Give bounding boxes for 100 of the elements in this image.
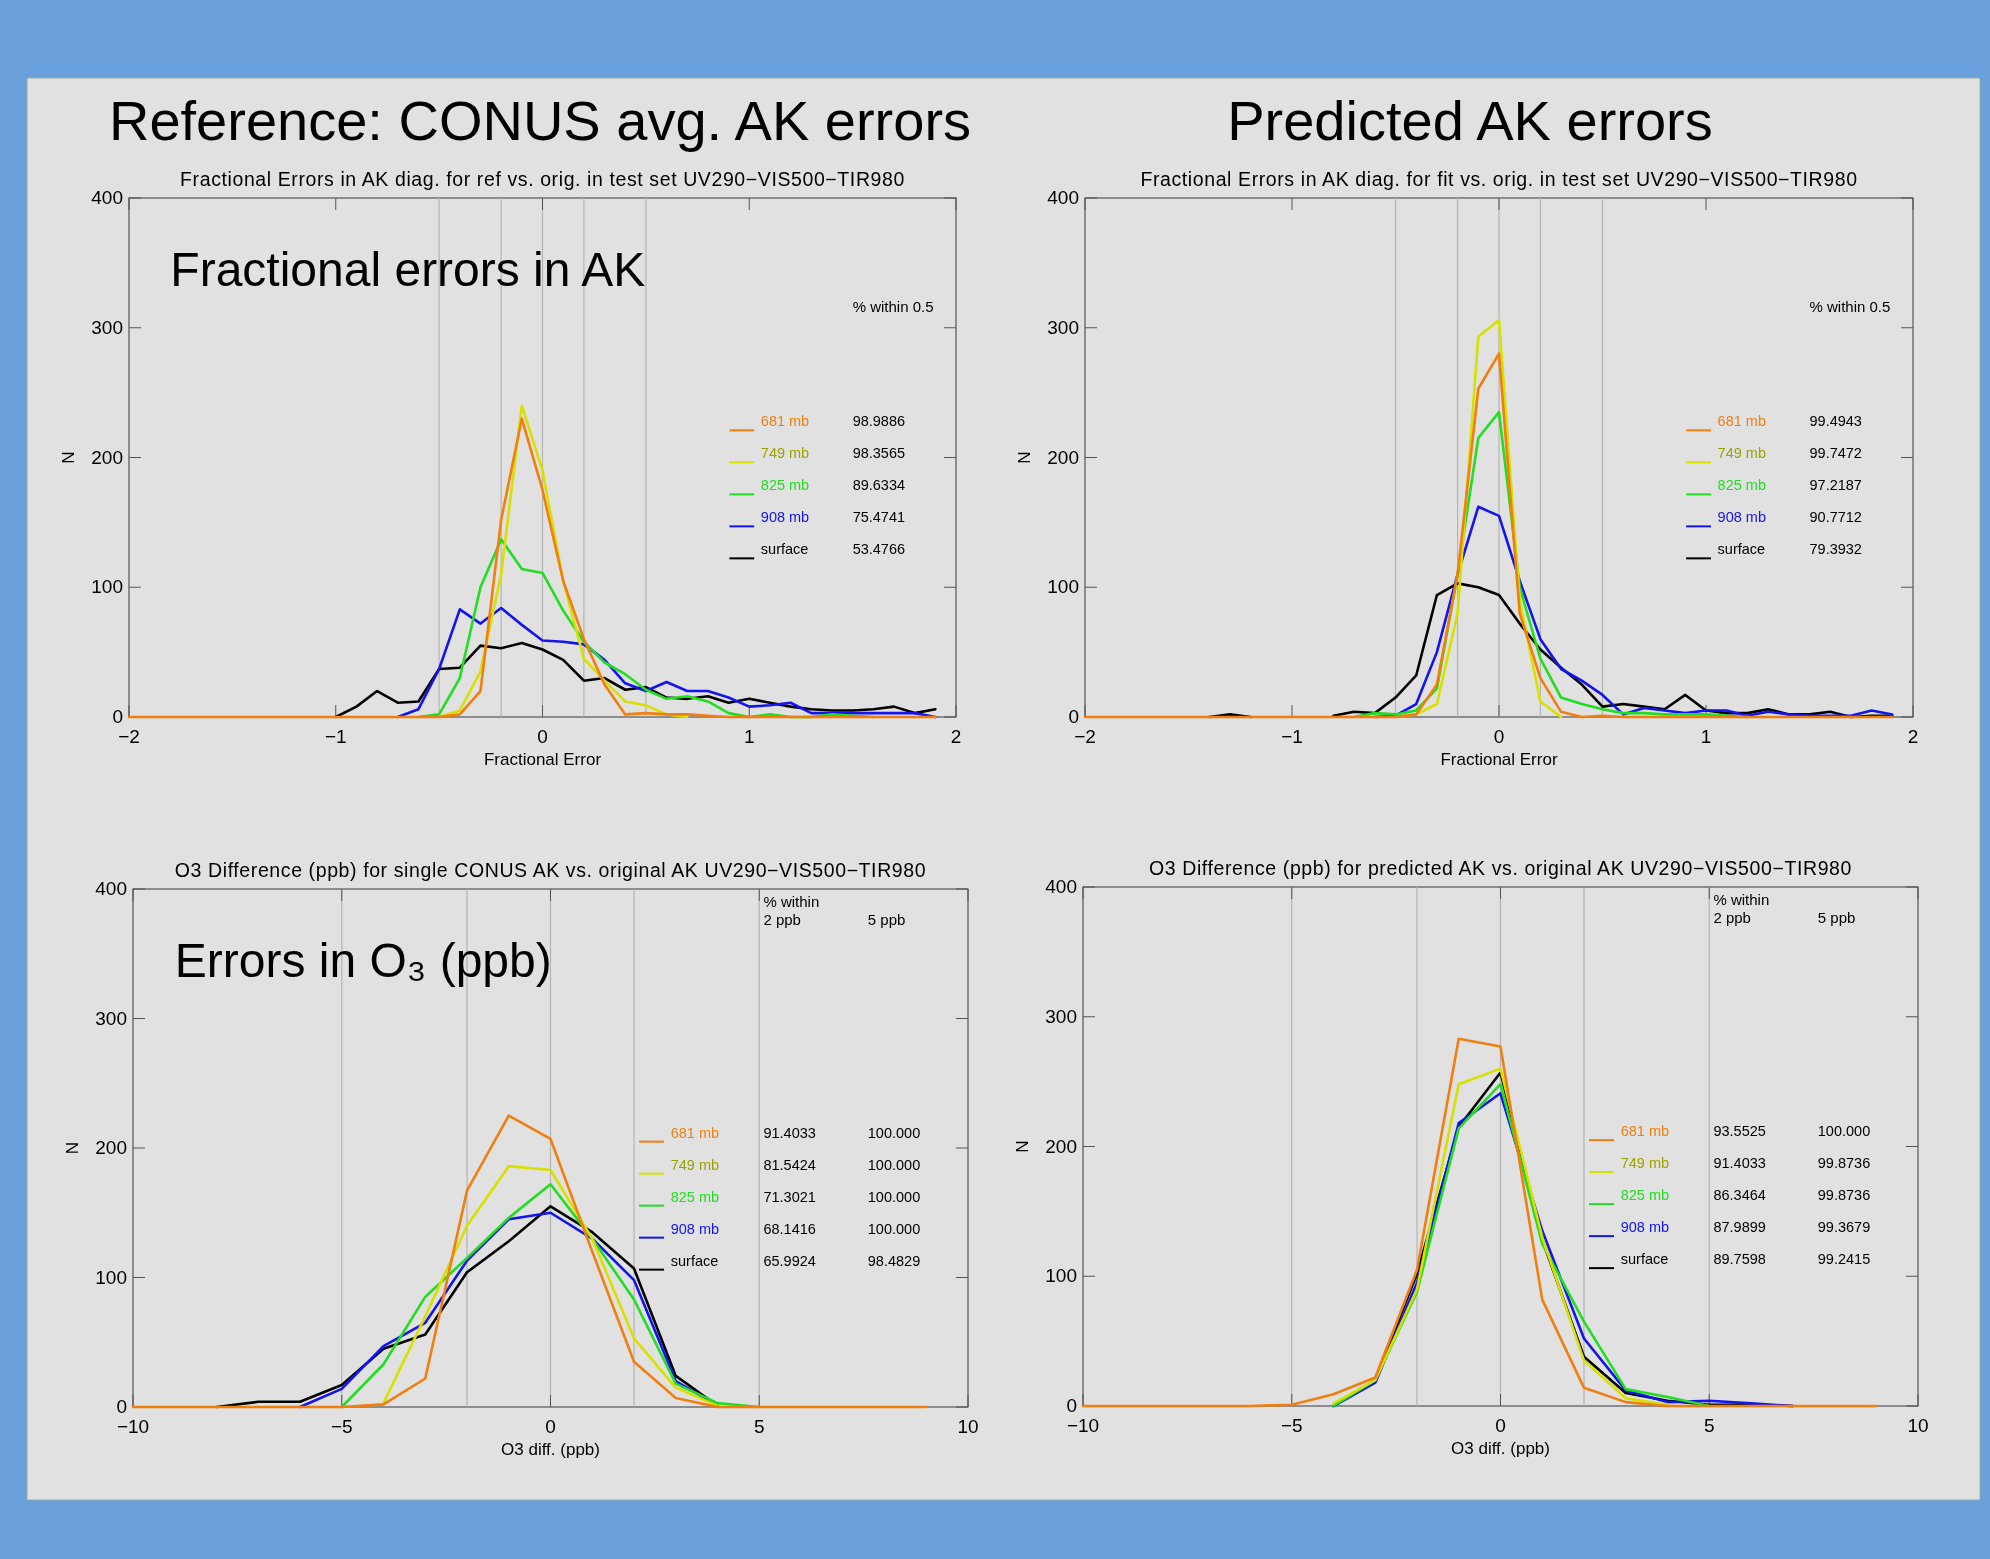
line-series	[127, 417, 937, 719]
x-tick-label: 0	[1495, 1415, 1506, 1436]
chart-title: Fractional Errors in AK diag. for fit vs. orig. in test set UV290−VIS500−TIR980	[1140, 168, 1858, 190]
y-axis-title: N	[1015, 451, 1034, 464]
x-tick-label: −2	[1074, 726, 1096, 747]
line-series	[131, 1114, 928, 1409]
legend-title: % within	[1713, 891, 1770, 909]
legend-label: 749 mb	[1620, 1155, 1670, 1172]
chart-title: O3 Difference (ppb) for single CONUS AK vs. original AK UV290−VIS500−TIR980	[174, 859, 927, 881]
annotation: 99.8736	[1817, 1155, 1871, 1172]
annotation: 79.3932	[1809, 541, 1862, 558]
legend-label: 681 mb	[760, 413, 810, 430]
annotation: 65.9924	[763, 1252, 816, 1269]
annotation: 99.7472	[1809, 445, 1862, 462]
legend-label: 908 mb	[1620, 1219, 1670, 1236]
legend-label: 681 mb	[1620, 1123, 1670, 1140]
annotation: 99.4943	[1809, 413, 1862, 430]
chart-title: O3 Difference (ppb) for predicted AK vs. original AK UV290−VIS500−TIR980	[1149, 857, 1852, 879]
x-tick-label: 1	[743, 726, 755, 747]
annotation: 100.000	[867, 1156, 921, 1173]
annotation: 81.5424	[763, 1156, 816, 1173]
line-series	[1083, 352, 1894, 719]
legend-label: 681 mb	[670, 1124, 720, 1141]
annotation: 90.7712	[1809, 509, 1862, 526]
y-tick-label: 300	[91, 316, 123, 338]
text: Predicted AK errors	[1227, 89, 1713, 152]
annotation: 91.4033	[1713, 1155, 1766, 1172]
annotation: 71.3021	[763, 1188, 816, 1205]
x-tick-label: 0	[1493, 726, 1505, 747]
legend-label: 908 mb	[670, 1220, 720, 1237]
annotation: 99.2415	[1817, 1251, 1871, 1268]
x-tick-label: −10	[116, 1416, 150, 1437]
x-tick-label: 0	[545, 1416, 556, 1437]
y-axis-title: N	[63, 1141, 82, 1155]
x-tick-label: −5	[330, 1416, 353, 1437]
x-tick-label: −10	[1066, 1415, 1100, 1436]
annotation: 2 ppb	[763, 911, 801, 929]
annotation: 99.8736	[1817, 1187, 1871, 1204]
y-tick-label: 100	[1045, 1265, 1077, 1287]
annotation: 5 ppb	[867, 911, 906, 929]
y-axis-title: N	[1013, 1140, 1032, 1153]
x-tick-label: 1	[1700, 726, 1712, 747]
annotation: 5 ppb	[1817, 909, 1856, 927]
legend-label: 825 mb	[670, 1188, 720, 1205]
legend-label: 908 mb	[1717, 509, 1766, 526]
x-tick-label: −2	[118, 726, 140, 747]
y-tick-label: 400	[1047, 187, 1079, 208]
annotation: 53.4766	[852, 541, 906, 558]
text: Fractional errors in AK	[170, 243, 646, 297]
text: Errors in O₃ (ppb)	[174, 934, 552, 988]
annotation: 100.000	[1817, 1123, 1871, 1140]
x-tick-label: 5	[753, 1416, 765, 1437]
legend-title: % within	[763, 893, 820, 911]
annotation: 87.9899	[1713, 1219, 1766, 1236]
x-tick-label: 10	[1907, 1415, 1929, 1436]
y-tick-label: 400	[91, 187, 123, 208]
y-tick-label: 200	[95, 1137, 127, 1158]
legend-label: surface	[760, 541, 809, 558]
y-tick-label: 0	[112, 706, 123, 727]
x-tick-label: −1	[1281, 726, 1303, 747]
annotation: 93.5525	[1713, 1123, 1766, 1140]
x-tick-label: −5	[1280, 1415, 1303, 1436]
legend-label: 825 mb	[1620, 1187, 1670, 1204]
legend-title: % within 0.5	[1809, 298, 1891, 316]
annotation: 75.4741	[852, 509, 906, 526]
legend-label: 749 mb	[760, 445, 810, 462]
x-tick-label: 10	[957, 1416, 979, 1437]
legend-label: surface	[670, 1252, 719, 1269]
annotation: 89.7598	[1713, 1251, 1766, 1268]
y-tick-label: 200	[91, 446, 123, 468]
y-tick-label: 400	[1045, 876, 1077, 897]
annotation: 99.3679	[1817, 1219, 1871, 1236]
annotation: 100.000	[867, 1188, 921, 1205]
annotation: 2 ppb	[1713, 909, 1751, 927]
line-series	[1332, 1067, 1669, 1406]
y-tick-label: 0	[116, 1396, 127, 1417]
legend-label: surface	[1620, 1251, 1669, 1268]
y-tick-label: 100	[91, 576, 123, 598]
legend-label: surface	[1717, 541, 1766, 558]
x-tick-label: 5	[1703, 1415, 1715, 1436]
legend-label: 908 mb	[760, 509, 810, 526]
annotation: 98.4829	[867, 1252, 921, 1269]
legend-label: 749 mb	[1717, 445, 1766, 462]
y-tick-label: 100	[95, 1266, 127, 1288]
y-tick-label: 100	[1047, 576, 1079, 598]
annotation: 100.000	[867, 1124, 921, 1141]
legend-label: 749 mb	[670, 1156, 720, 1173]
chart-title: Fractional Errors in AK diag. for ref vs. orig. in test set UV290−VIS500−TIR980	[180, 168, 905, 190]
line-series	[1081, 1037, 1878, 1408]
legend-title: % within 0.5	[852, 298, 934, 316]
annotation: 86.3464	[1713, 1187, 1766, 1204]
annotation: 68.1416	[763, 1220, 816, 1237]
y-tick-label: 300	[1045, 1005, 1077, 1027]
x-tick-label: 2	[1907, 726, 1919, 747]
legend-label: 681 mb	[1717, 413, 1766, 430]
y-tick-label: 400	[95, 878, 127, 899]
y-tick-label: 300	[1047, 316, 1079, 338]
annotation: 98.9886	[852, 413, 906, 430]
y-tick-label: 0	[1066, 1395, 1077, 1416]
y-tick-label: 200	[1045, 1135, 1077, 1157]
